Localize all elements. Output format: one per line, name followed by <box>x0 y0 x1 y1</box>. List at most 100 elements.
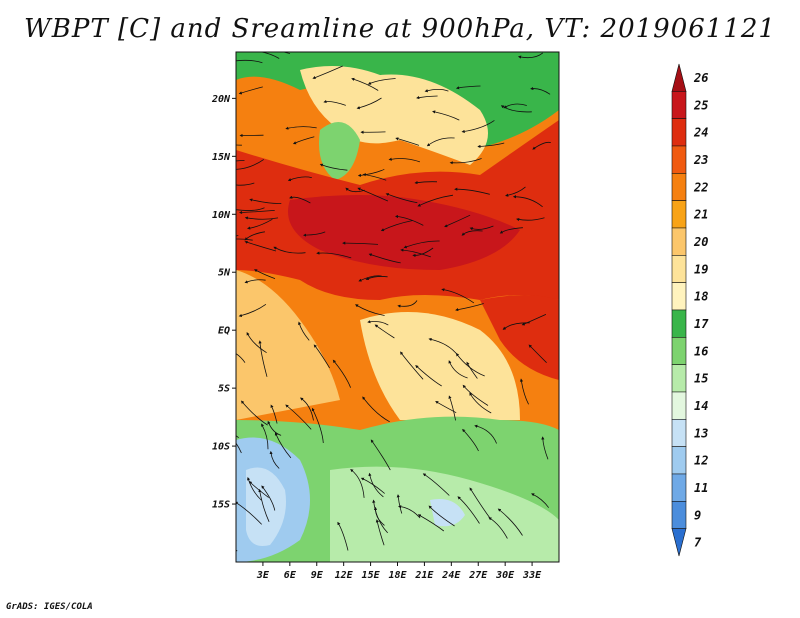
streamline <box>497 508 523 536</box>
streamline <box>236 159 265 171</box>
streamline <box>455 303 484 312</box>
north-green-patch <box>319 122 360 180</box>
colorbar-segment <box>671 282 687 311</box>
colorbar-label: 7 <box>694 536 702 550</box>
lon-tick-label: 6E <box>284 570 297 581</box>
streamline <box>357 187 389 202</box>
streamline <box>285 404 312 430</box>
streamline <box>258 488 270 522</box>
colorbar-segment <box>671 63 687 92</box>
streamline <box>469 392 492 414</box>
streamline <box>292 136 315 145</box>
colorbar-label: 19 <box>694 262 708 276</box>
colorbar-segment <box>671 501 687 529</box>
streamline <box>236 235 239 237</box>
streamline <box>269 450 280 469</box>
streamline <box>238 86 263 95</box>
streamline <box>365 276 388 280</box>
colorbar-segment <box>671 145 687 174</box>
colorbar-label: 20 <box>693 235 708 249</box>
lon-tick-label: 24E <box>441 570 461 581</box>
streamline <box>316 251 352 259</box>
streamline <box>516 217 545 222</box>
streamline <box>357 168 385 177</box>
colorbar-segment <box>671 364 687 393</box>
streamline <box>448 395 456 421</box>
colorbar-segment <box>671 528 687 557</box>
streamline <box>417 194 454 207</box>
streamline <box>426 137 455 147</box>
streamline <box>466 361 478 379</box>
streamline <box>323 99 346 106</box>
streamline <box>521 314 547 326</box>
streamline <box>448 360 468 379</box>
streamline <box>416 95 438 100</box>
streamline <box>454 187 490 195</box>
streamline <box>414 181 438 185</box>
streamline <box>273 246 306 254</box>
streamline <box>244 279 266 284</box>
streamline <box>362 396 390 423</box>
lon-tick-label: 21E <box>414 570 434 581</box>
colorbar-segment <box>671 473 687 502</box>
streamline <box>457 496 480 524</box>
colorbar-segment <box>671 391 687 420</box>
longitude-axis: 3E 6E 9E 12E 15E 18E 21E 24E 27E 30E 33E <box>256 562 542 581</box>
lat-tick-label: 20N <box>211 94 231 105</box>
colorbar-label: 13 <box>694 426 708 440</box>
streamline <box>236 353 246 363</box>
streamline <box>313 344 330 369</box>
streamline <box>236 207 265 212</box>
streamline <box>505 186 526 197</box>
colorbar-segment <box>671 309 687 338</box>
streamline <box>432 110 460 121</box>
streamline <box>319 163 348 171</box>
wbpt-field <box>236 52 559 562</box>
streamline <box>337 521 349 551</box>
streamline <box>247 476 262 501</box>
colorbar: 26 25 24 23 22 21 20 19 18 17 16 15 14 13 12 11 9 7 <box>671 63 709 557</box>
streamline <box>441 288 475 304</box>
streamline <box>298 321 310 341</box>
streamline <box>249 198 282 204</box>
streamline <box>261 423 269 450</box>
lon-tick-label: 30E <box>495 570 515 581</box>
streamline <box>289 195 311 204</box>
streamline <box>267 420 282 436</box>
streamline <box>469 487 491 519</box>
streamline <box>246 331 267 354</box>
streamline <box>236 435 239 439</box>
streamline <box>238 303 267 318</box>
colorbar-segment <box>671 337 687 365</box>
colorbar-label: 23 <box>693 153 708 167</box>
streamline <box>395 137 420 146</box>
streamline <box>528 344 547 363</box>
colorbar-label: 25 <box>693 98 708 112</box>
streamline <box>417 514 445 532</box>
streamline <box>240 400 268 426</box>
colorbar-label: 9 <box>694 508 701 522</box>
streamline <box>367 320 389 326</box>
streamline <box>253 269 276 279</box>
colorbar-label: 12 <box>694 454 708 468</box>
colorbar-label: 22 <box>693 180 708 194</box>
streamline <box>248 480 269 498</box>
streamline <box>350 468 365 498</box>
lat-tick-label: EQ <box>218 326 230 337</box>
lat-tick-label: 5S <box>218 384 230 395</box>
streamline <box>236 144 242 146</box>
streamline <box>300 397 314 421</box>
streamline <box>385 193 418 204</box>
streamline <box>394 214 424 226</box>
streamline <box>400 351 424 380</box>
latitude-axis: 20N 15N 10N 5N EQ 5S 10S 15S <box>211 94 236 511</box>
streamline <box>502 322 530 330</box>
streamline <box>368 472 384 498</box>
streamline <box>332 359 351 388</box>
streamline <box>477 142 505 148</box>
streamline <box>517 52 544 59</box>
streamline <box>424 89 449 93</box>
lat-tick-label: 15S <box>212 500 230 511</box>
streamline <box>274 432 292 459</box>
central-yellow-region <box>360 312 520 420</box>
